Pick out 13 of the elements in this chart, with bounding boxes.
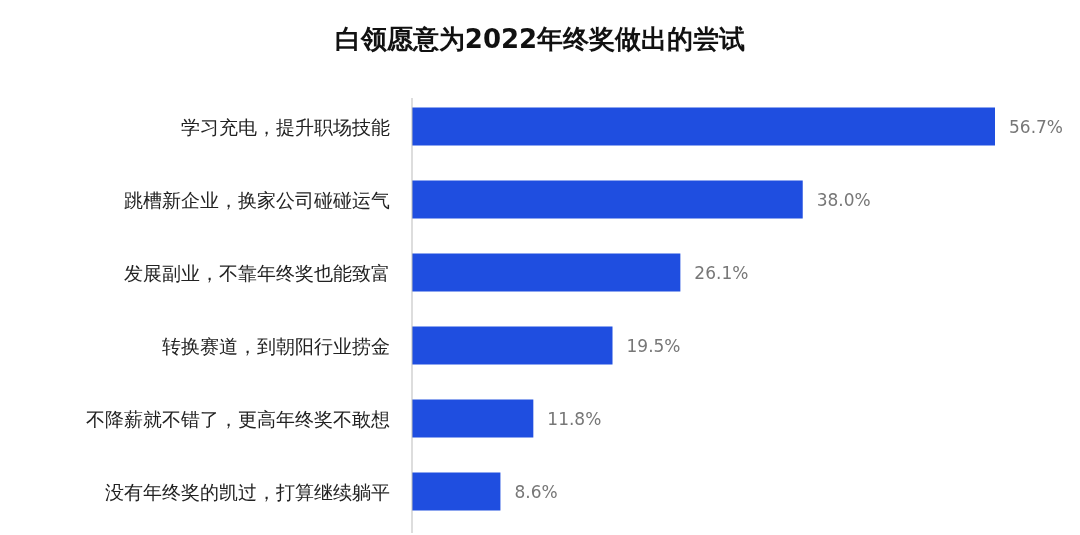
title: 白领愿意为2022年终奖做出的尝试 — [334, 24, 746, 54]
value-label: 26.1% — [694, 262, 749, 283]
value-label: 38.0% — [816, 189, 871, 210]
value-label: 56.7% — [1009, 116, 1063, 137]
category-label: 没有年终奖的凯过，打算继续躺平 — [105, 480, 390, 503]
category-label: 跳槽新企业，换家公司碰碰运气 — [124, 188, 390, 211]
category-label: 不降薪就不错了，更高年终奖不敢想 — [86, 407, 390, 430]
value-label: 11.8% — [547, 408, 602, 429]
value-label: 8.6% — [514, 481, 558, 502]
category-label: 发展副业，不靠年终奖也能致富 — [124, 261, 390, 284]
value-label: 19.5% — [626, 335, 681, 356]
category-label: 转换赛道，到朝阳行业捞金 — [162, 334, 390, 357]
category-label: 学习充电，提升职场技能 — [181, 115, 390, 138]
